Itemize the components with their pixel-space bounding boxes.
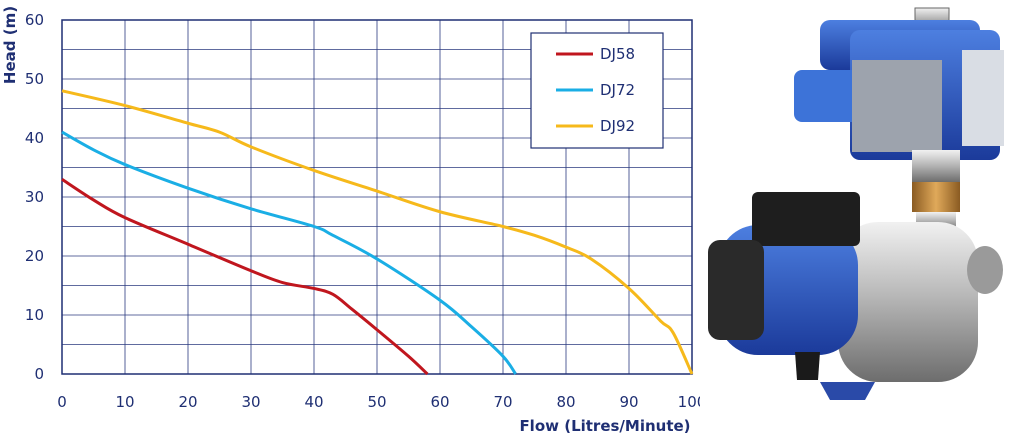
x-tick-label: 30 — [241, 393, 260, 411]
series-line-dj92 — [61, 89, 694, 375]
legend-box — [530, 32, 664, 149]
plot-frame — [61, 19, 693, 375]
x-tick-label: 80 — [556, 393, 575, 411]
y-axis-title: Head (m) — [1, 6, 19, 84]
y-tick-label: 30 — [25, 188, 44, 206]
legend-label-dj92: DJ92 — [600, 117, 635, 135]
x-axis-ticks: 0 10 20 30 40 50 60 70 80 90 100 — [57, 393, 700, 411]
y-axis-ticks: 0 10 20 30 40 50 60 — [25, 11, 44, 383]
line-chart: 0 10 20 30 40 50 60 70 80 90 100 0 10 20 30 40 50 60 Flo… — [1, 6, 700, 435]
y-tick-label: 50 — [25, 70, 44, 88]
x-tick-label: 20 — [178, 393, 197, 411]
x-axis-title: Flow (Litres/Minute) — [519, 417, 690, 435]
y-tick-label: 10 — [25, 306, 44, 324]
legend-label-dj72: DJ72 — [600, 81, 635, 99]
y-tick-label: 20 — [25, 247, 44, 265]
jet-pump-with-pressure-controller-icon — [708, 7, 1004, 400]
x-tick-label: 50 — [367, 393, 386, 411]
y-tick-label: 40 — [25, 129, 44, 147]
series-lines — [61, 89, 694, 376]
x-tick-label: 100 — [678, 393, 700, 411]
legend: DJ58 DJ72 DJ92 — [530, 32, 664, 149]
x-tick-label: 90 — [619, 393, 638, 411]
x-tick-label: 40 — [304, 393, 323, 411]
legend-label-dj58: DJ58 — [600, 45, 635, 63]
series-line-dj58 — [61, 178, 429, 376]
x-tick-label: 10 — [115, 393, 134, 411]
x-tick-label: 70 — [493, 393, 512, 411]
x-tick-label: 0 — [57, 393, 67, 411]
y-tick-label: 0 — [34, 365, 44, 383]
x-tick-label: 60 — [430, 393, 449, 411]
y-tick-label: 60 — [25, 11, 44, 29]
series-line-dj72 — [61, 130, 517, 375]
